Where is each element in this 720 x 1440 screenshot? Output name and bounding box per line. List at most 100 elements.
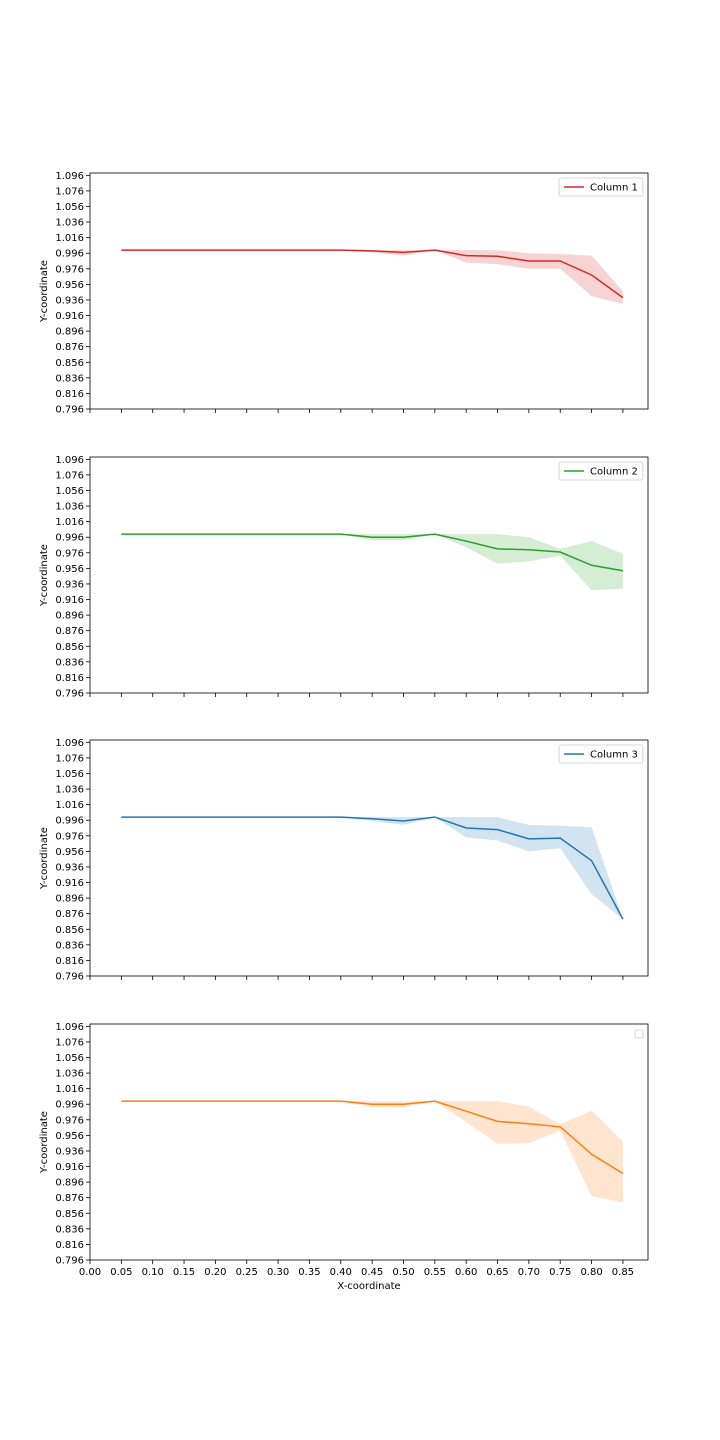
data-point bbox=[559, 1126, 561, 1128]
x-tick-label: 0.85 bbox=[612, 1267, 634, 1278]
y-tick-label: 0.816 bbox=[55, 956, 84, 967]
y-tick-label: 1.016 bbox=[55, 517, 84, 528]
y-tick-label: 0.876 bbox=[55, 1193, 84, 1204]
y-tick-label: 1.016 bbox=[55, 233, 84, 244]
y-tick-label: 0.856 bbox=[55, 925, 84, 936]
data-point bbox=[465, 1110, 467, 1112]
y-tick-label: 0.996 bbox=[55, 1100, 84, 1111]
y-tick-label: 0.836 bbox=[55, 373, 84, 384]
data-point bbox=[183, 533, 185, 535]
y-tick-label: 0.876 bbox=[55, 342, 84, 353]
x-tick-label: 0.55 bbox=[424, 1267, 446, 1278]
data-point bbox=[622, 570, 624, 572]
y-tick-label: 1.056 bbox=[55, 769, 84, 780]
subplot-1: 0.796 0.816 0.836 0.856 0.876 0.896 0.916 0.936… bbox=[39, 171, 649, 416]
y-tick-label: 1.036 bbox=[55, 218, 84, 229]
y-tick-label: 1.016 bbox=[55, 1084, 84, 1095]
data-point bbox=[622, 918, 624, 920]
data-point bbox=[183, 249, 185, 251]
data-point bbox=[340, 249, 342, 251]
y-tick-label: 1.056 bbox=[55, 202, 84, 213]
x-tick-label: 0.80 bbox=[580, 1267, 602, 1278]
data-point bbox=[528, 260, 530, 262]
data-point bbox=[152, 1100, 154, 1102]
data-point bbox=[215, 816, 217, 818]
data-point bbox=[340, 533, 342, 535]
legend-box bbox=[558, 177, 644, 197]
y-tick-label: 1.076 bbox=[55, 470, 84, 481]
data-point bbox=[403, 252, 405, 254]
y-tick-label: 1.036 bbox=[55, 502, 84, 513]
data-point bbox=[434, 249, 436, 251]
data-point bbox=[371, 536, 373, 538]
y-tick-label: 0.836 bbox=[55, 940, 84, 951]
data-point bbox=[215, 533, 217, 535]
x-tick-label: 0.10 bbox=[142, 1267, 164, 1278]
data-point bbox=[340, 1100, 342, 1102]
y-tick-label: 0.936 bbox=[55, 1146, 84, 1157]
x-tick-label: 0.15 bbox=[173, 1267, 195, 1278]
y-tick-label: 0.896 bbox=[55, 327, 84, 338]
data-point bbox=[528, 549, 530, 551]
data-point bbox=[528, 1123, 530, 1125]
data-point bbox=[121, 533, 123, 535]
data-point bbox=[559, 551, 561, 553]
x-tick-label: 0.30 bbox=[267, 1267, 289, 1278]
confidence-band bbox=[121, 250, 623, 304]
confidence-band bbox=[121, 1101, 623, 1203]
y-tick-label: 0.956 bbox=[55, 564, 84, 575]
y-tick-label: 0.936 bbox=[55, 295, 84, 306]
axes-frame bbox=[89, 1023, 649, 1261]
data-point bbox=[246, 249, 248, 251]
y-tick-label: 0.816 bbox=[55, 673, 84, 684]
data-point bbox=[434, 1100, 436, 1102]
x-tick-label: 0.45 bbox=[361, 1267, 383, 1278]
series-line bbox=[121, 816, 624, 920]
data-point bbox=[465, 827, 467, 829]
y-tick-label: 0.876 bbox=[55, 909, 84, 920]
series-line bbox=[121, 533, 624, 572]
y-tick-label: 0.896 bbox=[55, 894, 84, 905]
y-tick-label: 1.096 bbox=[55, 738, 84, 749]
data-point bbox=[559, 260, 561, 262]
data-point bbox=[371, 1103, 373, 1105]
data-point bbox=[183, 1100, 185, 1102]
x-axis-label: X-coordinate bbox=[337, 1281, 400, 1292]
y-tick-label: 0.896 bbox=[55, 1178, 84, 1189]
y-tick-label: 0.956 bbox=[55, 847, 84, 858]
subplot-2: 0.796 0.816 0.836 0.856 0.876 0.896 0.916 0.936… bbox=[39, 455, 649, 700]
data-point bbox=[591, 564, 593, 566]
data-point bbox=[309, 533, 311, 535]
data-point bbox=[371, 818, 373, 820]
y-tick-label: 0.796 bbox=[55, 972, 84, 983]
y-tick-label: 0.856 bbox=[55, 1209, 84, 1220]
y-tick-label: 0.856 bbox=[55, 358, 84, 369]
x-tick-label: 0.70 bbox=[518, 1267, 540, 1278]
x-tick-label: 0.05 bbox=[110, 1267, 132, 1278]
series-line bbox=[121, 249, 624, 299]
x-tick-label: 0.35 bbox=[298, 1267, 320, 1278]
y-tick-label: 1.076 bbox=[55, 753, 84, 764]
x-tick-label: 0.40 bbox=[330, 1267, 352, 1278]
y-tick-label: 1.036 bbox=[55, 785, 84, 796]
y-tick-label: 0.796 bbox=[55, 689, 84, 700]
y-tick-label: 1.076 bbox=[55, 186, 84, 197]
y-tick-label: 1.056 bbox=[55, 1053, 84, 1064]
y-tick-label: 0.916 bbox=[55, 878, 84, 889]
y-tick-label: 0.796 bbox=[55, 1256, 84, 1267]
axes-frame bbox=[89, 172, 649, 410]
data-point bbox=[559, 837, 561, 839]
data-point bbox=[152, 816, 154, 818]
data-point bbox=[465, 540, 467, 542]
subplot-3: 0.796 0.816 0.836 0.856 0.876 0.896 0.916 0.936… bbox=[39, 738, 649, 983]
data-point bbox=[434, 816, 436, 818]
y-tick-label: 0.796 bbox=[55, 405, 84, 416]
data-point bbox=[277, 816, 279, 818]
data-point bbox=[277, 533, 279, 535]
y-tick-label: 0.876 bbox=[55, 626, 84, 637]
series-line bbox=[121, 1100, 624, 1175]
y-tick-label: 0.816 bbox=[55, 389, 84, 400]
y-tick-label: 0.976 bbox=[55, 264, 84, 275]
y-tick-label: 1.096 bbox=[55, 171, 84, 182]
